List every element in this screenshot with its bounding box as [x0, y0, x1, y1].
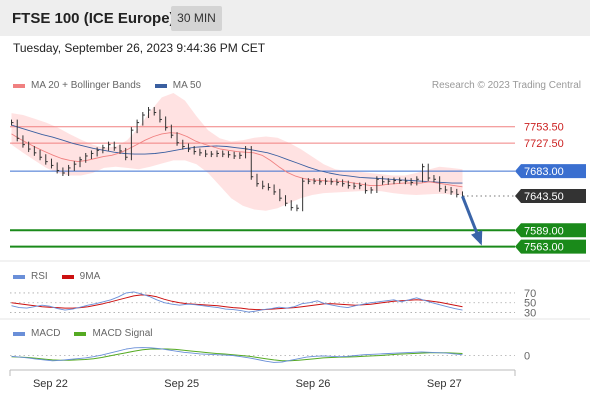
chart-datetime: Tuesday, September 26, 2023 9:44:36 PM C…: [13, 41, 266, 55]
support-marker: [515, 239, 586, 254]
support-label: 7563.00: [524, 242, 564, 254]
rsi-tick-label: 70: [524, 288, 536, 300]
macd-signal-legend-label: MACD Signal: [92, 328, 153, 339]
macd-swatch: [13, 331, 25, 336]
support-marker: [515, 223, 586, 238]
last-price-label: 7643.50: [524, 191, 564, 203]
rsi-9ma-legend-label: 9MA: [79, 271, 101, 282]
pivot-marker: [515, 164, 586, 179]
last-price-marker: [515, 188, 586, 203]
macd-signal-swatch: [74, 331, 87, 336]
x-tick-label: Sep 27: [427, 378, 462, 390]
support-label: 7589.00: [524, 225, 564, 237]
pivot-label: 7683.00: [524, 166, 564, 178]
ma20-line: [11, 132, 463, 188]
resistance-label: 7727.50: [524, 138, 564, 150]
macd-legend: MACD MACD Signal: [13, 328, 166, 339]
ma20-legend-label: MA 20 + Bollinger Bands: [31, 80, 141, 91]
rsi-swatch: [13, 274, 25, 279]
macd-signal-line: [11, 348, 463, 362]
rsi-9ma-swatch: [61, 274, 74, 279]
interval-badge[interactable]: 30 MIN: [171, 6, 222, 31]
macd-tick-label: 0: [524, 351, 530, 363]
chart-header: FTSE 100 (ICE Europe) 30 MIN: [0, 0, 590, 36]
rsi-line: [11, 291, 463, 313]
ma20-swatch: [13, 83, 25, 88]
resistance-label: 7753.50: [524, 122, 564, 134]
x-tick-label: Sep 25: [164, 378, 199, 390]
rsi-legend-label: RSI: [31, 271, 48, 282]
rsi-9ma-line: [11, 294, 463, 311]
macd-line: [11, 347, 463, 363]
macd-legend-label: MACD: [31, 328, 61, 339]
rsi-tick-label: 30: [524, 308, 536, 320]
instrument-title: FTSE 100 (ICE Europe): [12, 10, 175, 27]
ma50-swatch: [154, 83, 167, 88]
rsi-tick-label: 50: [524, 298, 536, 310]
forecast-arrow-head: [471, 230, 483, 246]
price-legend: MA 20 + Bollinger Bands MA 50: [13, 80, 215, 91]
x-tick-label: Sep 22: [33, 378, 68, 390]
rsi-legend: RSI 9MA: [13, 271, 114, 282]
x-tick-label: Sep 26: [296, 378, 331, 390]
ma50-line: [11, 124, 463, 184]
ma50-legend-label: MA 50: [172, 80, 202, 91]
research-credit: Research © 2023 Trading Central: [431, 80, 581, 91]
